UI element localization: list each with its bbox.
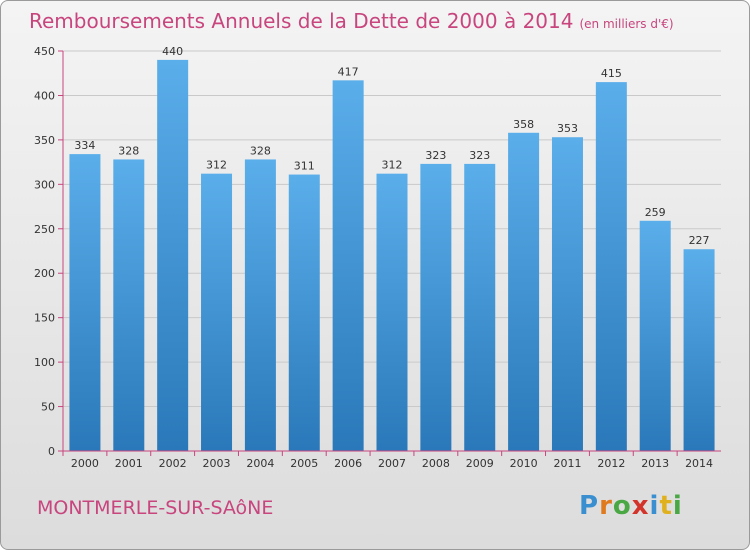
chart-unit: (en milliers d'€) xyxy=(579,17,674,31)
bar-2011 xyxy=(551,137,583,451)
x-tick-label: 2011 xyxy=(553,457,581,470)
data-label: 312 xyxy=(206,159,227,172)
logo-letter: x xyxy=(631,491,650,521)
data-label: 353 xyxy=(557,122,578,135)
city-name: MONTMERLE-SUR-SAôNE xyxy=(37,497,274,519)
data-label: 415 xyxy=(601,67,622,80)
y-tick-label: 100 xyxy=(34,356,55,369)
x-tick-label: 2000 xyxy=(71,457,99,470)
bar-2010 xyxy=(508,132,540,451)
bar-2013 xyxy=(639,220,671,451)
y-tick-label: 350 xyxy=(34,134,55,147)
x-tick-label: 2002 xyxy=(159,457,187,470)
x-tick-label: 2013 xyxy=(641,457,669,470)
x-tick-label: 2007 xyxy=(378,457,406,470)
data-label: 311 xyxy=(294,160,315,173)
x-tick-label: 2004 xyxy=(246,457,274,470)
y-tick-label: 250 xyxy=(34,223,55,236)
y-tick-label: 300 xyxy=(34,178,55,191)
x-tick-label: 2001 xyxy=(115,457,143,470)
bar-2002 xyxy=(157,59,189,452)
y-tick-label: 150 xyxy=(34,312,55,325)
x-tick-label: 2006 xyxy=(334,457,362,470)
logo-letter: o xyxy=(612,491,632,521)
data-label: 259 xyxy=(645,206,666,219)
chart-title-text: Remboursements Annuels de la Dette de 20… xyxy=(29,9,574,33)
chart-title: Remboursements Annuels de la Dette de 20… xyxy=(29,9,674,33)
data-label: 227 xyxy=(689,234,710,247)
x-tick-label: 2008 xyxy=(422,457,450,470)
bar-2014 xyxy=(683,249,715,451)
logo-letter: t xyxy=(659,491,673,521)
data-label: 328 xyxy=(118,144,139,157)
proxiti-logo: Proxiti xyxy=(579,491,683,521)
bar-2001 xyxy=(113,159,145,451)
x-tick-label: 2012 xyxy=(597,457,625,470)
y-tick-label: 50 xyxy=(41,401,55,414)
y-tick-label: 400 xyxy=(34,89,55,102)
x-tick-label: 2010 xyxy=(510,457,538,470)
data-label: 312 xyxy=(382,159,403,172)
bar-2012 xyxy=(595,82,627,451)
bar-2009 xyxy=(464,163,496,451)
logo-letter: i xyxy=(649,491,660,521)
bar-2005 xyxy=(288,174,320,452)
data-label: 417 xyxy=(338,65,359,78)
data-label: 334 xyxy=(74,139,95,152)
data-label: 440 xyxy=(162,45,183,58)
bar-2008 xyxy=(420,163,452,451)
bar-2000 xyxy=(69,154,101,451)
bar-2004 xyxy=(244,159,276,451)
y-tick-label: 450 xyxy=(34,45,55,58)
x-tick-label: 2005 xyxy=(290,457,318,470)
x-tick-label: 2014 xyxy=(685,457,713,470)
y-tick-label: 200 xyxy=(34,267,55,280)
data-label: 323 xyxy=(469,149,490,162)
logo-letter: i xyxy=(672,491,683,521)
data-label: 358 xyxy=(513,118,534,131)
x-tick-label: 2009 xyxy=(466,457,494,470)
bar-2006 xyxy=(332,80,364,451)
bar-2007 xyxy=(376,173,408,451)
x-tick-label: 2003 xyxy=(203,457,231,470)
data-label: 328 xyxy=(250,144,271,157)
y-tick-label: 0 xyxy=(48,445,55,458)
logo-letter: P xyxy=(579,491,600,521)
logo-letter: r xyxy=(599,491,613,521)
bar-2003 xyxy=(201,173,233,451)
data-label: 323 xyxy=(425,149,446,162)
